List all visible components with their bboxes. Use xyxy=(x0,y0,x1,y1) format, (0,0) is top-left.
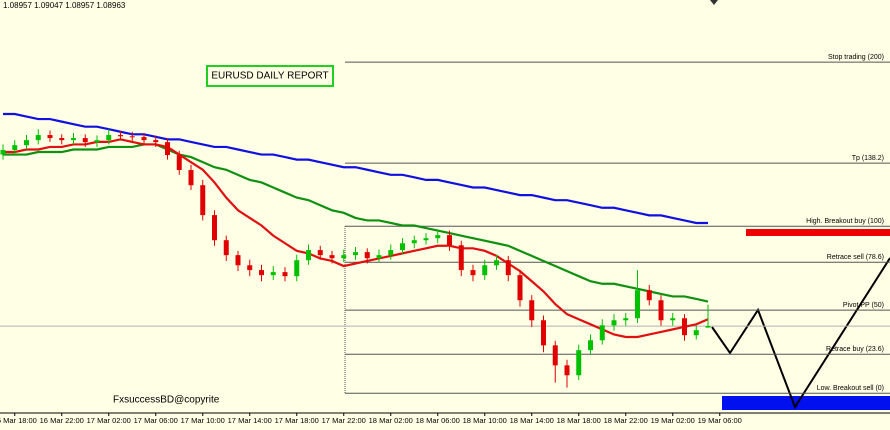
x-tick-label: 17 Mar 22:00 xyxy=(322,416,366,425)
candle-body xyxy=(635,290,640,319)
x-tick-label: 16 Mar 18:00 xyxy=(0,416,37,425)
level-label: Retrace buy (23.6) xyxy=(826,346,884,353)
level-label: Pivot PP (50) xyxy=(843,302,884,309)
candle-body xyxy=(388,250,394,256)
candle-body xyxy=(658,300,664,321)
candle-body xyxy=(306,250,311,261)
candle-body xyxy=(447,235,452,246)
candle-body xyxy=(12,145,18,150)
candle-body xyxy=(0,149,6,155)
candle-body xyxy=(470,270,476,276)
candle-body xyxy=(282,272,288,277)
x-tick-label: 17 Mar 10:00 xyxy=(181,416,225,425)
candle-body xyxy=(705,326,711,328)
candle-body xyxy=(353,252,358,256)
candle-body xyxy=(541,320,546,346)
candle-body xyxy=(188,170,194,186)
candle-body xyxy=(129,136,135,138)
candle-body xyxy=(47,135,53,139)
x-tick-label: 17 Mar 06:00 xyxy=(134,416,178,425)
candle-body xyxy=(411,240,417,244)
candle-body xyxy=(400,243,405,251)
ohlc-label: 1.08957 1.09047 1.08957 1.08963 xyxy=(3,1,126,10)
candle-body xyxy=(552,345,558,366)
candle-body xyxy=(153,140,159,143)
candle-body xyxy=(423,238,429,241)
candle-body xyxy=(24,140,29,146)
x-tick-label: 17 Mar 02:00 xyxy=(87,416,131,425)
candle-body xyxy=(517,275,523,301)
candle-body xyxy=(212,215,217,241)
candle-body xyxy=(200,185,206,216)
candle-body xyxy=(494,260,499,266)
buy-zone xyxy=(746,229,890,236)
x-tick-label: 19 Mar 06:00 xyxy=(698,416,742,425)
title-box xyxy=(206,65,334,87)
candle-body xyxy=(646,290,652,301)
candle-body xyxy=(693,330,699,336)
moving-average xyxy=(3,143,709,303)
candle-body xyxy=(435,235,441,239)
moving-average xyxy=(3,138,709,339)
candle-body xyxy=(106,135,112,141)
candle-body xyxy=(118,135,123,137)
x-tick-label: 18 Mar 14:00 xyxy=(510,416,554,425)
x-tick-label: 18 Mar 06:00 xyxy=(416,416,460,425)
candle-body xyxy=(329,255,335,259)
candle-body xyxy=(376,255,382,259)
candle-body xyxy=(71,138,76,141)
chart-title: EURUSD DAILY REPORT xyxy=(211,71,328,82)
candle-body xyxy=(59,138,65,141)
candle-body xyxy=(165,142,170,156)
level-label: Low. Breakout sell (0) xyxy=(817,385,884,392)
watermark: FxsuccessBD@copyrite xyxy=(113,395,220,406)
candle-body xyxy=(317,250,323,256)
sell-zone xyxy=(722,396,890,410)
candle-body xyxy=(94,140,100,143)
candle-body xyxy=(599,325,605,341)
candle-body xyxy=(35,135,41,141)
candle-body xyxy=(270,272,276,276)
candle-body xyxy=(623,318,629,321)
x-tick-label: 16 Mar 22:00 xyxy=(40,416,84,425)
candle-body xyxy=(505,260,511,276)
candle-body xyxy=(682,318,687,336)
candle-body xyxy=(235,255,241,266)
candle-body xyxy=(247,265,253,271)
level-label: High. Breakout buy (100) xyxy=(806,218,884,225)
candle-body xyxy=(176,155,182,171)
candle-body xyxy=(141,137,147,141)
x-tick-label: 18 Mar 22:00 xyxy=(604,416,648,425)
candle-body xyxy=(82,138,88,143)
candle-body xyxy=(564,365,570,376)
candle-body xyxy=(670,318,676,321)
x-tick-label: 17 Mar 14:00 xyxy=(228,416,272,425)
scroll-marker xyxy=(710,0,718,5)
candle-body xyxy=(341,255,347,259)
candle-body xyxy=(364,252,370,259)
candle-body xyxy=(576,350,582,376)
candle-body xyxy=(458,245,464,271)
candle-body xyxy=(529,300,535,321)
candle-body xyxy=(482,265,488,276)
candle-body xyxy=(223,240,229,256)
candle-body xyxy=(259,270,264,276)
candle-body xyxy=(588,340,593,351)
candle-body xyxy=(294,260,300,277)
level-label: Stop trading (200) xyxy=(828,54,884,61)
candle-body xyxy=(611,320,617,326)
x-tick-label: 18 Mar 02:00 xyxy=(369,416,413,425)
x-tick-label: 18 Mar 10:00 xyxy=(463,416,507,425)
x-tick-label: 18 Mar 18:00 xyxy=(557,416,601,425)
level-label: Retrace sell (78.6) xyxy=(827,254,884,261)
level-label: Tp (138.2) xyxy=(852,155,884,162)
x-tick-label: 19 Mar 02:00 xyxy=(651,416,695,425)
x-tick-label: 17 Mar 18:00 xyxy=(275,416,319,425)
